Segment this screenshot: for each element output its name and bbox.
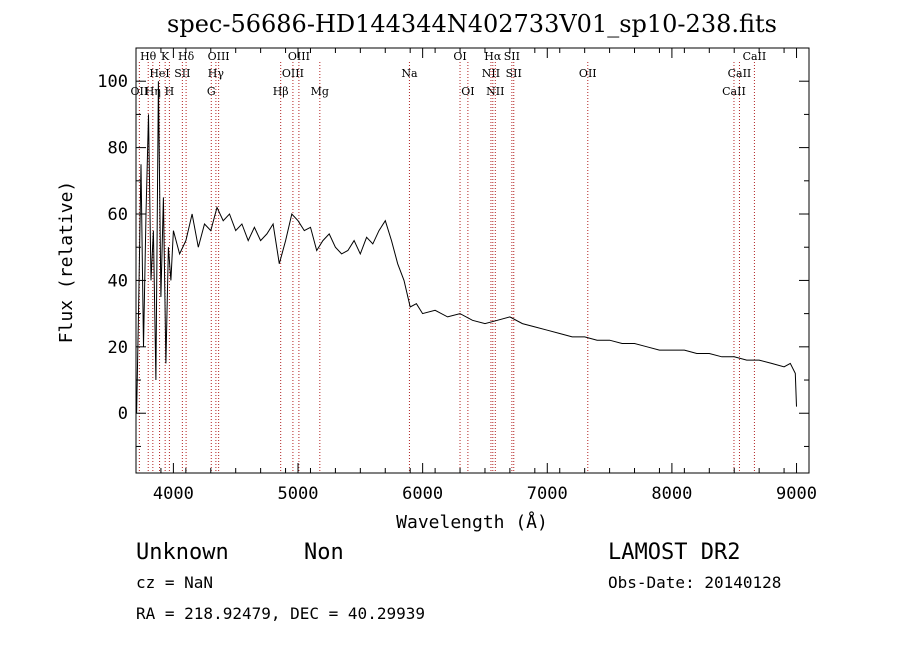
line-label-7: Hδ: [178, 50, 195, 63]
line-label-8: G: [207, 85, 216, 98]
x-tick-label-0: 4000: [153, 484, 194, 504]
line-label-14: Mg: [311, 85, 329, 98]
line-label-26: CaII: [743, 50, 767, 63]
x-axis-label: Wavelength (Å): [396, 511, 548, 533]
line-label-18: NII: [482, 67, 500, 80]
line-label-17: OI: [461, 85, 474, 98]
y-tick-label-1: 20: [108, 338, 128, 358]
y-tick-label-2: 40: [108, 271, 128, 291]
line-label-24: CaII: [722, 85, 746, 98]
x-tick-label-4: 8000: [651, 484, 692, 504]
x-tick-label-3: 7000: [527, 484, 568, 504]
obs-date-label: Obs-Date: 20140128: [608, 573, 781, 592]
line-label-22: SII: [506, 67, 522, 80]
x-tick-label-2: 6000: [402, 484, 443, 504]
plot-frame: [135, 47, 810, 474]
line-label-10: OIII: [208, 50, 230, 63]
class-label: Unknown: [136, 540, 229, 565]
line-label-23: OII: [579, 67, 597, 80]
y-tick-label-3: 60: [108, 205, 128, 225]
y-tick-label-4: 80: [108, 139, 128, 159]
line-label-1: Hθ: [140, 50, 157, 63]
line-label-11: Hβ: [273, 85, 289, 98]
spectrum-series-line: [136, 81, 797, 414]
line-label-0: OII: [131, 85, 149, 98]
x-tick-label-1: 5000: [278, 484, 319, 504]
line-label-4: K: [161, 50, 170, 63]
line-label-5: H: [165, 85, 175, 98]
y-tick-label-0: 0: [118, 404, 128, 424]
line-label-15: Na: [401, 67, 418, 80]
spectral-line-markers: [138, 62, 755, 473]
line-label-25: CaII: [728, 67, 752, 80]
x-tick-label-5: 9000: [776, 484, 817, 504]
line-label-20: NII: [486, 85, 504, 98]
line-label-16: OI: [453, 50, 466, 63]
line-label-9: Hγ: [208, 67, 225, 80]
subclass-label: Non: [304, 540, 344, 565]
y-tick-label-5: 100: [97, 72, 128, 92]
y-axis-ticks: 0 20 40 60 80 100: [97, 47, 809, 447]
line-label-2: Hη: [145, 85, 161, 98]
chart-title: spec-56686-HD144344N402733V01_sp10-238.f…: [167, 10, 777, 38]
survey-label: LAMOST DR2: [608, 540, 740, 565]
spectral-line-labels: OII Hθ Hη HeI K H SII Hδ G Hγ OIII Hβ OIII OIII Mg Na OI…: [131, 50, 767, 98]
line-label-21: SII: [504, 50, 520, 63]
x-axis-ticks: 4000 5000 6000 7000 8000 9000: [135, 48, 817, 504]
redshift-label: cz = NaN: [136, 573, 213, 592]
line-label-6: SII: [174, 67, 190, 80]
line-label-12: OIII: [282, 67, 304, 80]
line-label-3: HeI: [149, 67, 169, 80]
line-label-13: OIII: [288, 50, 310, 63]
coordinates-label: RA = 218.92479, DEC = 40.29939: [136, 604, 425, 623]
line-label-19: Hα: [484, 50, 502, 63]
y-axis-label: Flux (relative): [56, 181, 77, 344]
